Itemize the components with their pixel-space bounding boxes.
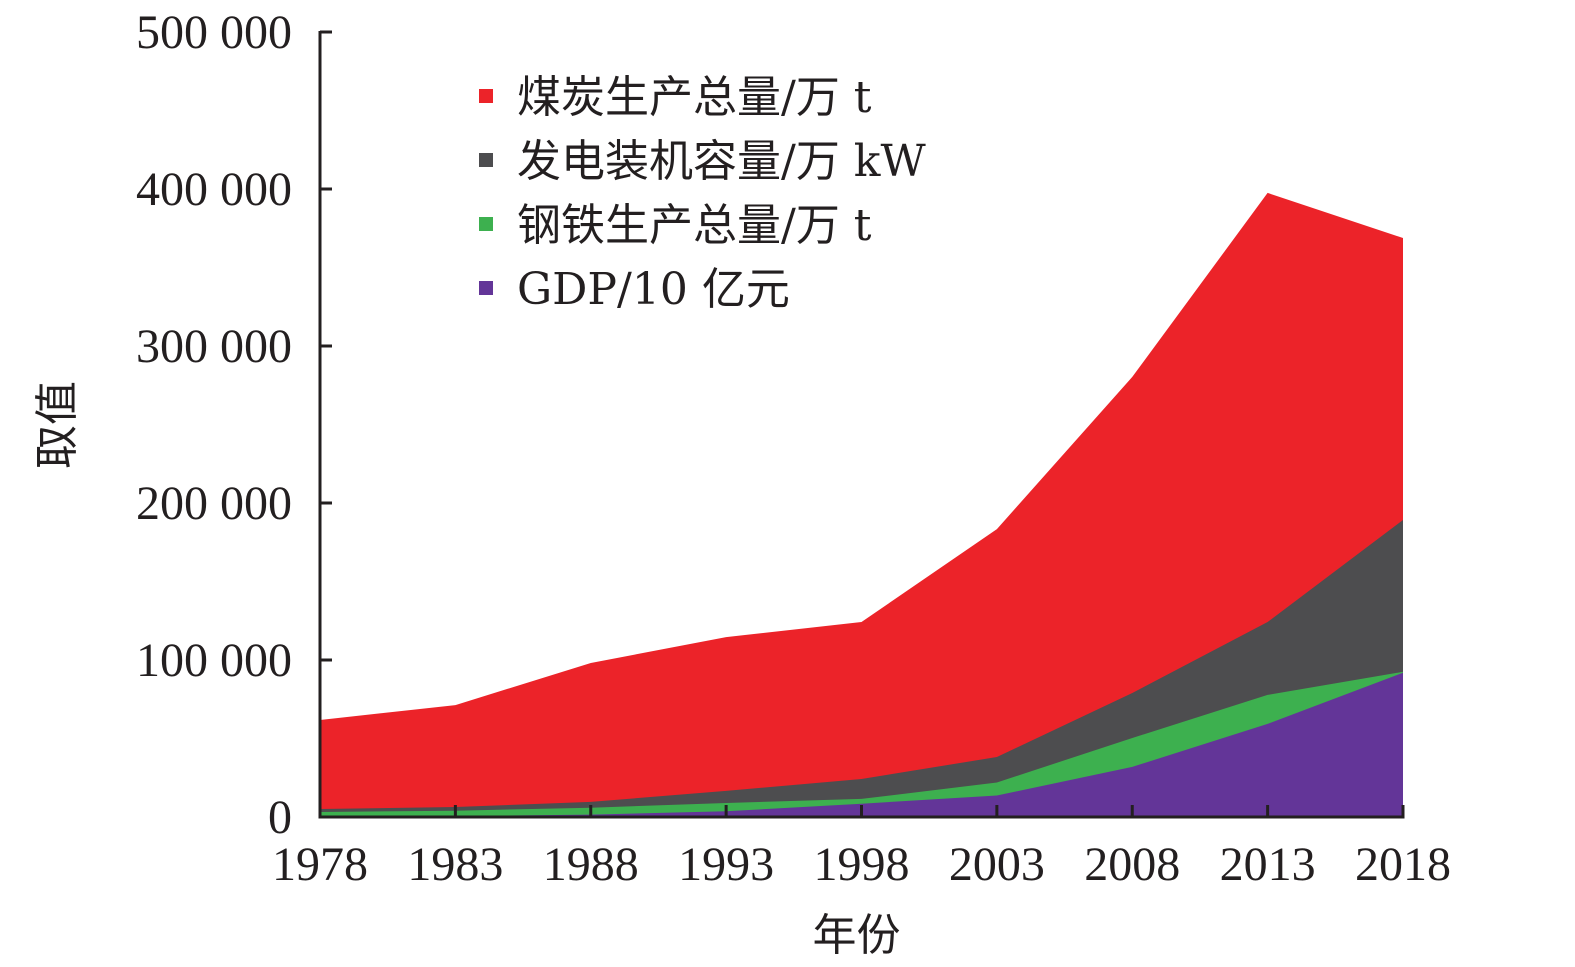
legend-label: GDP/10 亿元 bbox=[517, 264, 790, 315]
y-tick-label: 500 000 bbox=[136, 6, 292, 59]
legend-item: 煤炭生产总量/万 t bbox=[479, 72, 872, 123]
legend-item: 钢铁生产总量/万 t bbox=[479, 200, 872, 251]
legend-label: 煤炭生产总量/万 t bbox=[517, 72, 872, 123]
y-ticks: 0 100 000 200 000 300 000 400 000 500 000 bbox=[136, 6, 332, 844]
legend-label: 钢铁生产总量/万 t bbox=[517, 200, 872, 251]
y-tick-label: 300 000 bbox=[136, 320, 292, 373]
legend-label: 发电装机容量/万 kW bbox=[517, 136, 926, 187]
x-tick-label: 2008 bbox=[1084, 838, 1180, 891]
x-tick-label: 2018 bbox=[1355, 838, 1451, 891]
legend-swatch bbox=[479, 217, 493, 231]
x-axis-title: 年份 bbox=[813, 910, 901, 961]
x-tick-label: 1978 bbox=[272, 838, 368, 891]
x-tick-label: 1988 bbox=[543, 838, 639, 891]
y-tick-label: 0 bbox=[268, 791, 292, 844]
legend-item: GDP/10 亿元 bbox=[479, 264, 790, 315]
x-tick-label: 1993 bbox=[678, 838, 774, 891]
x-tick-label: 1998 bbox=[814, 838, 910, 891]
x-tick-label: 1983 bbox=[407, 838, 503, 891]
legend-item: 发电装机容量/万 kW bbox=[479, 136, 926, 187]
y-tick-label: 400 000 bbox=[136, 163, 292, 216]
x-tick-label: 2003 bbox=[949, 838, 1045, 891]
y-tick-label: 200 000 bbox=[136, 477, 292, 530]
area-series-3 bbox=[320, 672, 1403, 817]
legend-swatch bbox=[479, 153, 493, 167]
legend-swatch bbox=[479, 281, 493, 295]
x-tick-label: 2013 bbox=[1220, 838, 1316, 891]
plot-areas bbox=[320, 192, 1403, 817]
area-series-0 bbox=[320, 192, 1403, 817]
x-ticks: 1978 1983 1988 1993 1998 2003 2008 2013 2018 bbox=[272, 805, 1451, 891]
legend: 煤炭生产总量/万 t 发电装机容量/万 kW 钢铁生产总量/万 t GDP/10 亿元 bbox=[479, 72, 926, 315]
legend-swatch bbox=[479, 89, 493, 103]
y-tick-label: 100 000 bbox=[136, 634, 292, 687]
y-axis-title: 取值 bbox=[32, 381, 83, 469]
